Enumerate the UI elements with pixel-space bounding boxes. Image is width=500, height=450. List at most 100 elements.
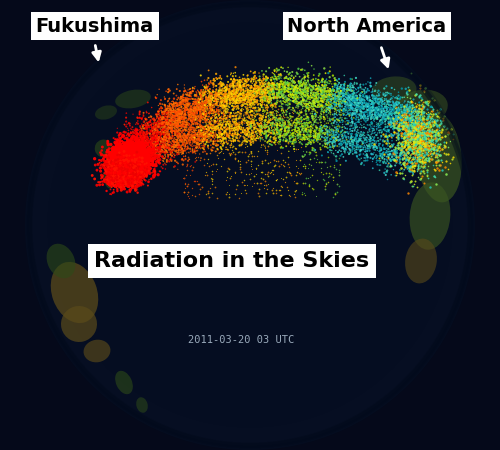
Point <box>304 87 312 94</box>
Point <box>196 135 203 143</box>
Point <box>358 101 366 108</box>
Point <box>324 128 332 135</box>
Point <box>240 90 248 97</box>
Point <box>116 162 124 170</box>
Point <box>386 156 394 163</box>
Point <box>331 76 339 84</box>
Point <box>137 145 145 152</box>
Point <box>116 160 124 167</box>
Point <box>318 130 326 137</box>
Point <box>118 160 126 167</box>
Point <box>124 145 132 152</box>
Point <box>123 153 131 160</box>
Point <box>114 176 122 184</box>
Point <box>146 152 154 159</box>
Point <box>132 187 140 194</box>
Point <box>211 124 219 131</box>
Point <box>357 92 365 99</box>
Point <box>116 138 124 145</box>
Point <box>207 130 215 137</box>
Point <box>210 137 218 144</box>
Point <box>404 144 412 151</box>
Point <box>362 88 370 95</box>
Point <box>309 113 317 121</box>
Point <box>142 165 150 172</box>
Point <box>130 164 138 171</box>
Point <box>293 70 301 77</box>
Point <box>340 83 348 90</box>
Point <box>114 178 122 185</box>
Point <box>413 135 421 143</box>
Point <box>125 150 133 157</box>
Point <box>334 100 342 108</box>
Point <box>348 137 356 144</box>
Point <box>362 118 370 125</box>
Point <box>394 92 402 99</box>
Point <box>108 166 116 173</box>
Point <box>215 98 223 105</box>
Point <box>237 119 245 126</box>
Point <box>420 140 428 148</box>
Point <box>348 96 356 104</box>
Point <box>114 157 122 164</box>
Point <box>127 151 135 158</box>
Point <box>366 110 374 117</box>
Point <box>187 114 195 122</box>
Point <box>120 172 128 180</box>
Point <box>336 103 344 110</box>
Point <box>298 126 306 133</box>
Point <box>132 153 140 160</box>
Point <box>335 110 343 117</box>
Point <box>143 135 151 142</box>
Point <box>362 117 370 124</box>
Point <box>420 141 428 148</box>
Point <box>112 167 120 174</box>
Point <box>324 80 332 87</box>
Point <box>128 156 136 163</box>
Point <box>368 105 376 112</box>
Point <box>418 131 426 138</box>
Point <box>322 82 330 89</box>
Point <box>278 106 286 113</box>
Point <box>222 121 230 128</box>
Point <box>382 107 390 114</box>
Point <box>432 126 440 134</box>
Point <box>130 153 138 161</box>
Point <box>308 144 316 151</box>
Point <box>181 126 189 134</box>
Point <box>113 153 121 160</box>
Point <box>124 158 132 165</box>
Point <box>398 146 406 153</box>
Point <box>155 136 163 144</box>
Point <box>400 142 408 149</box>
Point <box>362 108 370 115</box>
Point <box>430 96 438 103</box>
Point <box>192 99 200 107</box>
Point <box>356 144 364 151</box>
Point <box>331 92 339 99</box>
Point <box>145 119 153 126</box>
Point <box>216 114 224 121</box>
Point <box>235 138 243 145</box>
Point <box>150 142 158 149</box>
Point <box>236 84 244 91</box>
Point <box>282 97 290 104</box>
Point <box>249 91 257 99</box>
Point <box>129 158 137 165</box>
Point <box>134 146 142 153</box>
Point <box>115 175 123 182</box>
Point <box>336 90 344 98</box>
Point <box>180 115 188 122</box>
Point <box>122 147 130 154</box>
Point <box>262 122 270 129</box>
Point <box>139 163 147 170</box>
Point <box>350 142 358 149</box>
Point <box>129 126 137 134</box>
Point <box>260 108 268 116</box>
Point <box>122 172 130 180</box>
Point <box>350 84 358 91</box>
Point <box>168 152 176 159</box>
Point <box>211 126 219 133</box>
Point <box>424 129 432 136</box>
Point <box>369 101 377 108</box>
